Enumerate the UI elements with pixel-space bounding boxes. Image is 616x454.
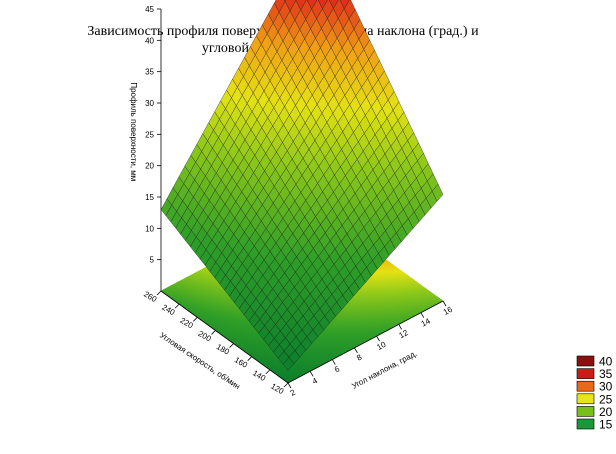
z-tick-label: 5 (150, 256, 155, 265)
surface (160, 0, 444, 371)
y-tick (174, 303, 180, 309)
x-tick-label: 16 (442, 304, 455, 316)
legend-swatch (576, 380, 595, 392)
x-tick-label: 6 (333, 364, 342, 374)
x-tick-label: 12 (397, 328, 410, 340)
y-tick (193, 317, 198, 322)
legend-swatch (576, 393, 595, 405)
x-tick (309, 371, 314, 377)
y-tick (283, 382, 289, 388)
z-tick-label: 15 (145, 193, 154, 202)
y-tick-label: 200 (197, 329, 214, 344)
x-tick (331, 359, 336, 365)
x-tick-label: 4 (311, 376, 320, 386)
z-tick-label: 20 (145, 162, 154, 171)
surface-cell (431, 183, 444, 202)
z-tick-label: 40 (145, 36, 154, 45)
x-tick (398, 324, 403, 330)
z-axis-title: Профиль поверхности, мм (129, 82, 138, 181)
z-tick-label: 10 (145, 224, 154, 233)
x-axis-line (287, 300, 444, 384)
legend-label: 35 (599, 367, 613, 381)
legend-swatch (576, 418, 595, 430)
y-tick-label: 180 (215, 342, 232, 357)
x-tick-label: 14 (420, 316, 433, 328)
y-tick (156, 290, 162, 296)
x-tick-label: 8 (355, 352, 364, 362)
x-axis-title: Угол наклона, град. (350, 349, 418, 391)
legend-label: 25 (599, 392, 613, 406)
y-tick-label: 160 (233, 355, 250, 370)
x-tick (442, 300, 447, 307)
y-tick (229, 343, 234, 348)
y-tick-label: 220 (179, 316, 196, 331)
x-tick-label: 2 (289, 388, 298, 398)
x-tick (376, 335, 380, 342)
y-tick-label: 240 (160, 303, 177, 318)
y-tick (265, 369, 271, 375)
x-tick-label: 10 (375, 340, 388, 352)
legend-swatch (576, 406, 595, 417)
axes (156, 8, 447, 389)
legend-swatch (576, 368, 595, 379)
z-tick-label: 30 (145, 99, 154, 108)
z-tick-label: 35 (145, 68, 154, 77)
z-tick-label: 45 (145, 5, 154, 14)
y-tick (211, 330, 216, 335)
y-tick-label: 140 (251, 368, 268, 383)
x-tick (354, 347, 358, 354)
legend-label: 20 (599, 405, 613, 419)
y-tick-label: 260 (142, 290, 159, 305)
legend-label: 40 (599, 355, 613, 369)
z-tick-label: 25 (145, 130, 154, 139)
x-tick (420, 312, 425, 318)
y-tick-label: 120 (269, 382, 286, 397)
legend-label: 30 (599, 380, 613, 394)
legend-swatch (576, 355, 595, 367)
legend-label: 15 (599, 418, 613, 432)
y-axis-line (160, 290, 289, 384)
y-tick (247, 356, 252, 361)
x-tick (287, 382, 292, 389)
